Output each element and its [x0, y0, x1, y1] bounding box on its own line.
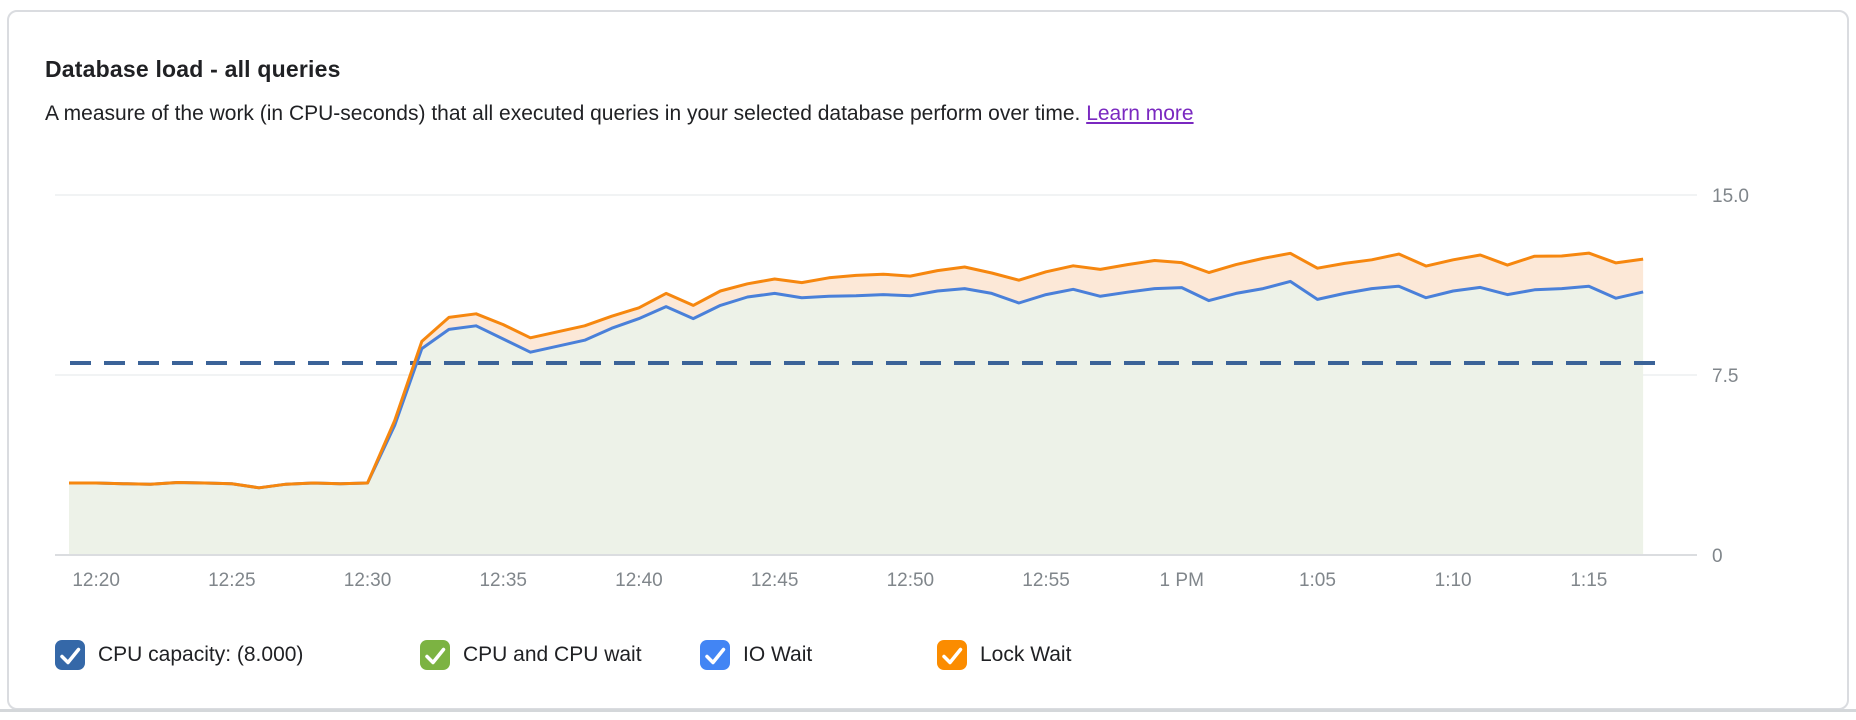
x-tick-label: 12:55	[1022, 570, 1070, 591]
subtitle-text: A measure of the work (in CPU-seconds) t…	[45, 102, 1081, 125]
check-icon	[705, 647, 726, 665]
cpu-io-area-fill	[69, 281, 1644, 555]
x-tick-label: 12:50	[887, 570, 935, 591]
legend-checkbox-cpu-capacity[interactable]	[55, 640, 85, 670]
card-subtitle: A measure of the work (in CPU-seconds) t…	[45, 102, 1194, 126]
page-title: Database load - all queries	[45, 56, 341, 82]
legend-item-io-wait[interactable]: IO Wait	[700, 640, 812, 670]
legend-item-cpu-capacity[interactable]: CPU capacity: (8.000)	[55, 640, 303, 670]
learn-more-link[interactable]: Learn more	[1086, 102, 1194, 125]
x-tick-label: 12:40	[615, 570, 663, 591]
legend-checkbox-lock-wait[interactable]	[937, 640, 967, 670]
x-tick-label: 12:30	[344, 570, 392, 591]
x-tick-label: 12:25	[208, 570, 256, 591]
x-tick-label: 12:20	[72, 570, 120, 591]
check-icon	[60, 647, 81, 665]
legend-checkbox-cpu-wait[interactable]	[420, 640, 450, 670]
check-icon	[942, 647, 963, 665]
lock-wait-line	[69, 251, 1644, 490]
x-tick-label: 1:10	[1435, 570, 1472, 591]
lock-wait-area-fill	[69, 253, 1644, 488]
y-tick-label: 0	[1712, 546, 1723, 567]
x-tick-label: 1 PM	[1160, 570, 1204, 591]
x-tick-label: 12:35	[479, 570, 527, 591]
legend-checkbox-io-wait[interactable]	[700, 640, 730, 670]
x-tick-label: 1:15	[1570, 570, 1607, 591]
bottom-divider	[0, 709, 1856, 712]
legend-item-cpu-wait[interactable]: CPU and CPU wait	[420, 640, 642, 670]
legend-label: IO Wait	[743, 643, 813, 666]
x-tick-label: 12:45	[751, 570, 799, 591]
legend-label: CPU capacity: (8.000)	[98, 643, 304, 666]
y-tick-label: 15.0	[1712, 186, 1749, 207]
legend-label: CPU and CPU wait	[463, 643, 642, 666]
legend-item-lock-wait[interactable]: Lock Wait	[937, 640, 1071, 670]
legend-label: Lock Wait	[980, 643, 1072, 666]
y-tick-label: 7.5	[1712, 366, 1738, 387]
x-tick-label: 1:05	[1299, 570, 1336, 591]
check-icon	[425, 647, 446, 665]
